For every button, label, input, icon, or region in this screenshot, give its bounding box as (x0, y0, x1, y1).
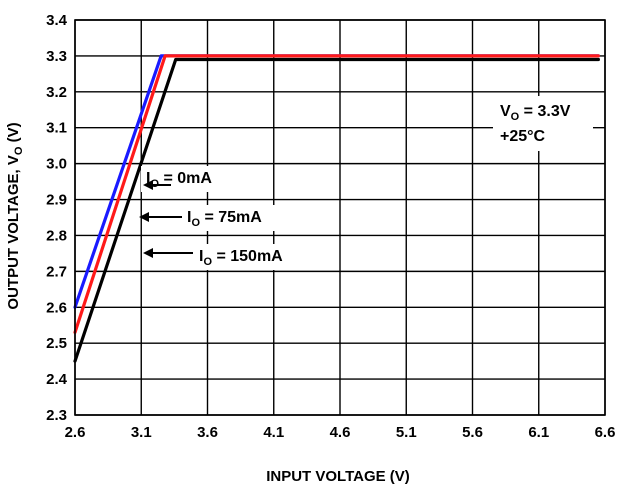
condition-label-voltage: VO = 3.3V (500, 103, 571, 123)
x-tick-label: 2.6 (65, 424, 86, 441)
y-tick-label: 2.8 (46, 227, 67, 244)
annotation-background-1 (141, 166, 253, 192)
y-axis-label-prefix: OUTPUT VOLTAGE, V (5, 155, 22, 309)
x-tick-label: 6.6 (595, 424, 616, 441)
y-axis-label-suffix: (V) (5, 122, 22, 146)
series-line-3 (73, 57, 600, 363)
annotation-arrow-head-2 (139, 212, 149, 222)
annotation-label-3: IO = 150mA (199, 248, 283, 268)
x-axis-label: INPUT VOLTAGE (V) (266, 468, 410, 485)
y-tick-label: 2.7 (46, 263, 67, 280)
x-tick-label: 5.6 (462, 424, 483, 441)
y-tick-label: 2.6 (46, 299, 67, 316)
x-tick-label: 6.1 (528, 424, 549, 441)
y-tick-label: 3.4 (46, 12, 68, 29)
x-tick-label: 3.6 (197, 424, 218, 441)
y-tick-label: 2.5 (46, 335, 67, 352)
condition-label-background (493, 96, 593, 151)
y-tick-label: 2.3 (46, 407, 67, 424)
y-tick-label: 3.0 (46, 156, 67, 173)
annotation-label-2: IO = 75mA (187, 209, 262, 229)
axis-layer: 2.6 3.1 3.6 4.1 4.6 5.1 5.6 6.1 6.6 2.3 2.4 2.5 2.6 2… (46, 12, 615, 441)
y-tick-label: 3.2 (46, 84, 67, 101)
annotation-arrow-head-1 (143, 180, 153, 190)
annotation-background-2 (182, 205, 314, 231)
x-tick-label: 4.1 (263, 424, 284, 441)
annotation-arrow-head-3 (143, 248, 153, 258)
y-tick-label: 2.4 (46, 371, 68, 388)
condition-label-temperature: +25°C (500, 128, 546, 145)
annotation-background-3 (194, 244, 335, 270)
y-axis-label-subscript: O (13, 146, 25, 155)
annotation-label-1: IO = 0mA (146, 170, 212, 190)
x-tick-label: 3.1 (131, 424, 152, 441)
y-tick-label: 2.9 (46, 192, 67, 209)
y-tick-label: 3.3 (46, 48, 67, 65)
x-tick-label: 5.1 (396, 424, 417, 441)
annotation-layer: IO = 0mA IO = 75mA IO = 150mA VO = 3.3V +25°… (139, 96, 593, 270)
x-tick-label: 4.6 (330, 424, 351, 441)
y-tick-label: 3.1 (46, 120, 67, 137)
series-layer (73, 54, 600, 363)
y-axis-label: OUTPUT VOLTAGE, VO (V) (5, 122, 25, 309)
plot-border (74, 19, 606, 416)
series-line-2 (73, 54, 600, 335)
